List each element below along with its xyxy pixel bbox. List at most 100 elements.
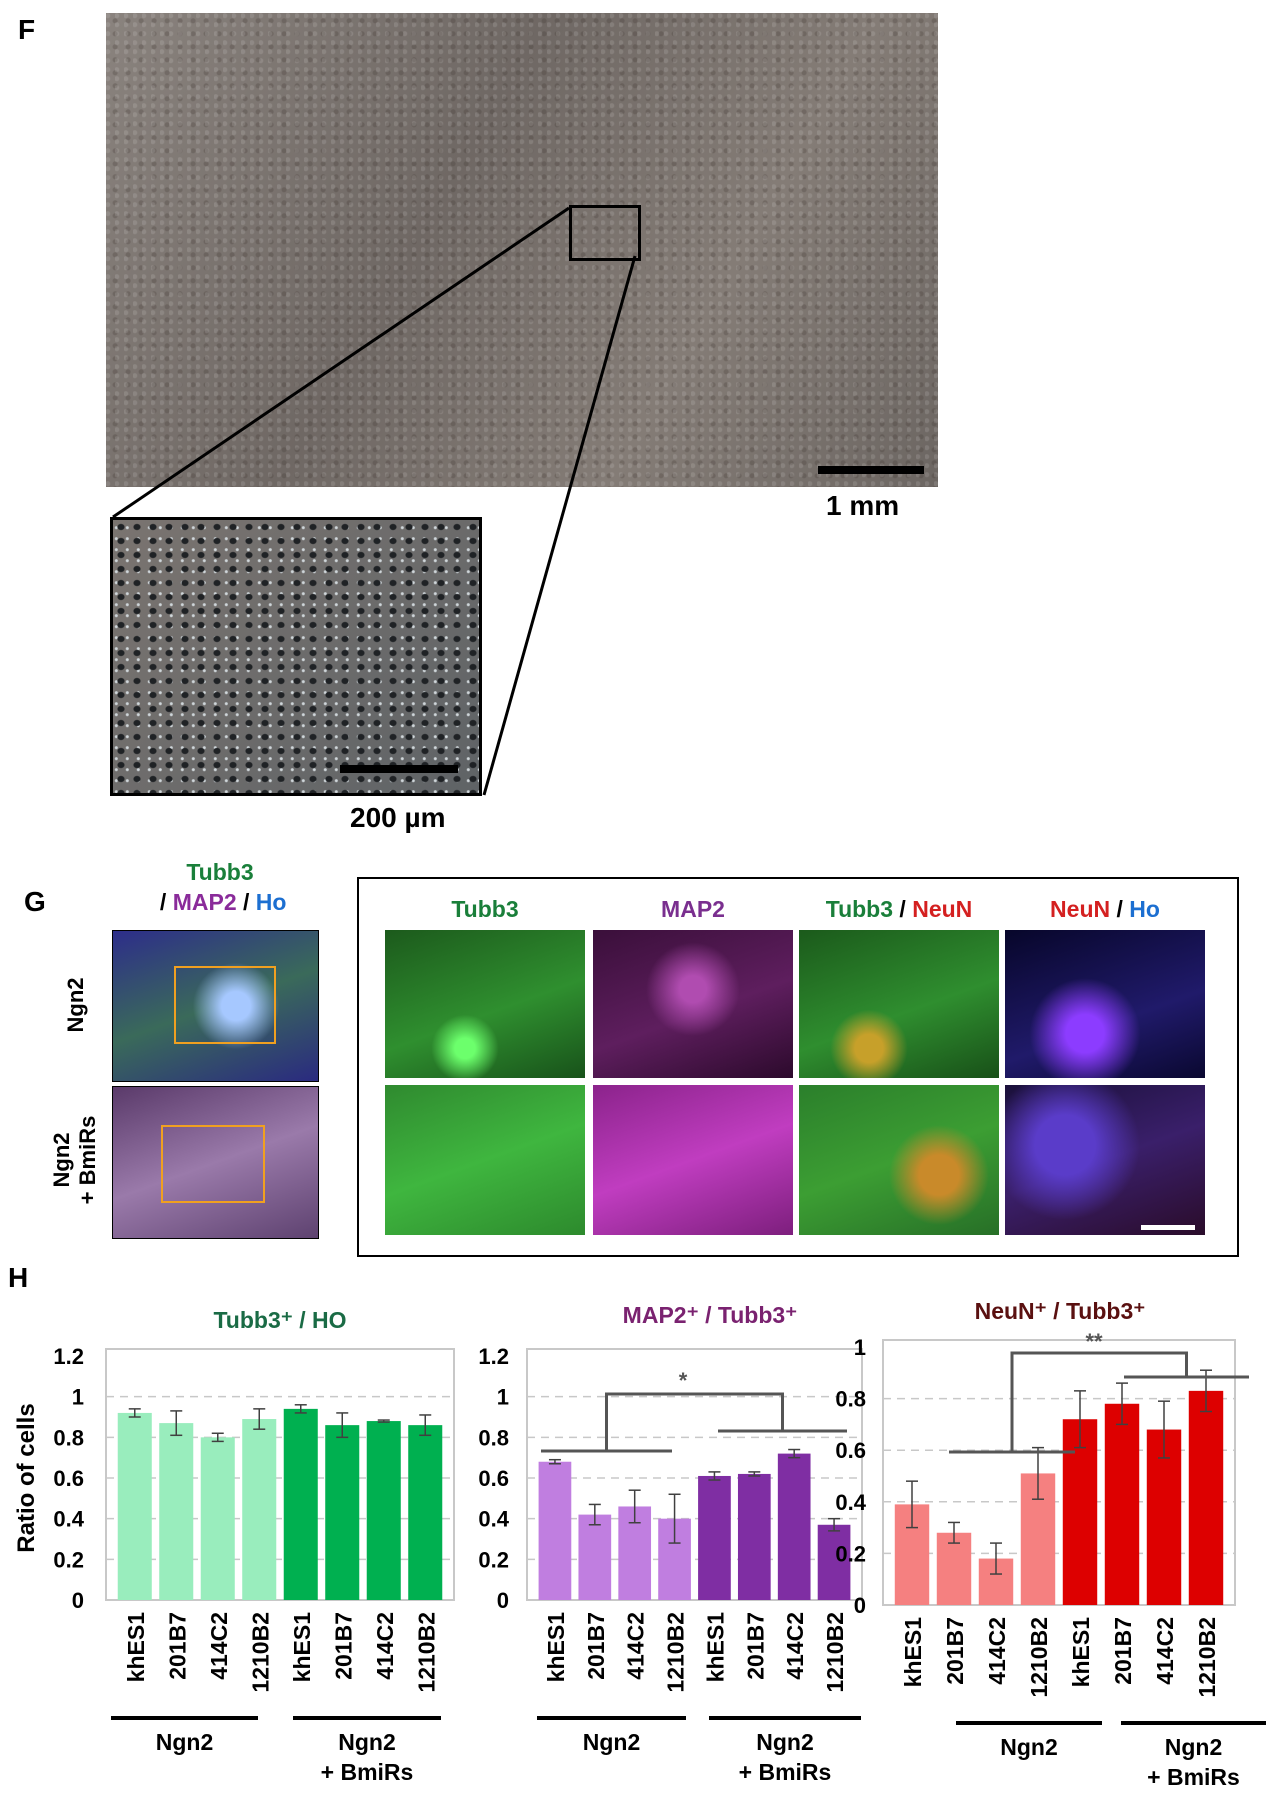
y-tick-label: 0.8 (53, 1425, 84, 1450)
plot-frame (105, 1348, 455, 1601)
bar (325, 1425, 360, 1600)
zoom-connector-lines (112, 206, 637, 796)
group-label: Ngn2 (583, 1729, 641, 1755)
col-header-tubb3: Tubb3 (451, 896, 519, 922)
bmirs-neun-ho-image (1005, 1085, 1205, 1235)
ngn2-neun-ho-image (1005, 930, 1205, 1078)
x-tick-label: 414C2 (984, 1617, 1010, 1685)
y-tick-label: 0.4 (53, 1507, 84, 1532)
significance-label: ** (1085, 1329, 1103, 1354)
bar (283, 1408, 318, 1600)
group-label: Ngn2 (1000, 1734, 1058, 1760)
sig-bracket (605, 1392, 784, 1451)
x-tick-label: 201B7 (742, 1612, 768, 1680)
bar (1062, 1419, 1098, 1605)
x-tick-label: 1210B2 (247, 1612, 273, 1693)
scale-label-main: 1 mm (826, 490, 900, 521)
bmirs-map2-image (593, 1085, 793, 1235)
x-tick-label: 1210B2 (413, 1612, 439, 1693)
ngn2-map2-image (593, 930, 793, 1078)
y-tick-label: 0.2 (53, 1547, 84, 1572)
bmirs-tubb3-neun-image (799, 1085, 999, 1235)
bar (1188, 1390, 1224, 1605)
x-tick-label: 201B7 (330, 1612, 356, 1680)
scale-bar-main (818, 466, 924, 474)
group-label: Ngn2 (756, 1729, 814, 1755)
chart-1: Tubb3⁺ / HO 0 0.2 0.4 0.6 0.8 1 1.2 Ratio of cel… (13, 1307, 455, 1785)
chart-title: NeuN⁺ / Tubb3⁺ (975, 1298, 1146, 1324)
legend-sep-2: / (236, 889, 256, 915)
x-tick-label: khES1 (1068, 1617, 1094, 1688)
y-tick-label: 0.4 (478, 1507, 509, 1532)
y-tick-label: 0 (854, 1593, 866, 1618)
bar (737, 1473, 771, 1600)
y-tick-label: 0.4 (835, 1490, 866, 1515)
bar (117, 1412, 152, 1600)
x-tick-label: 201B7 (164, 1612, 190, 1680)
y-tick-label: 1.2 (53, 1344, 84, 1369)
col-header-tubb3-neun: Tubb3 / NeuN (825, 896, 973, 922)
x-tick-label: 414C2 (372, 1612, 398, 1680)
y-tick-label: 1 (854, 1335, 866, 1360)
panel-h-label: H (8, 1262, 29, 1293)
scale-label-inset: 200 µm (350, 802, 446, 833)
fluorescence-panel-frame (357, 877, 1239, 1257)
x-tick-label: 201B7 (1110, 1617, 1136, 1685)
zoom-region-box (569, 205, 641, 261)
brightfield-inset-image (110, 517, 482, 796)
sig-bracket (1010, 1351, 1188, 1452)
y-tick-label: 0 (72, 1588, 84, 1613)
bar (408, 1425, 443, 1600)
ngn2-bmirs-overview-image (112, 1086, 319, 1239)
y-tick-label: 0 (497, 1588, 509, 1613)
roi-box-ngn2 (174, 966, 276, 1044)
ngn2-tubb3-neun-image (799, 930, 999, 1078)
bar (777, 1453, 811, 1600)
x-tick-label: khES1 (123, 1612, 149, 1683)
roi-box-ngn2-bmirs (161, 1125, 265, 1203)
bar (698, 1475, 731, 1600)
x-tick-label: khES1 (702, 1612, 728, 1683)
bar (538, 1461, 572, 1600)
col-header-neun-ho: NeuN / Ho (1050, 896, 1160, 922)
bar (817, 1524, 851, 1600)
bar (159, 1423, 194, 1600)
x-tick-label: 1210B2 (822, 1612, 848, 1693)
y-tick-label: 0.2 (478, 1547, 509, 1572)
fluorescence-scale-bar (1141, 1225, 1195, 1230)
group-label: + BmiRs (1147, 1764, 1240, 1790)
x-tick-label: 201B7 (942, 1617, 968, 1685)
bar (1104, 1403, 1140, 1605)
group-label: + BmiRs (739, 1759, 832, 1785)
y-axis-label: Ratio of cells (13, 1403, 40, 1552)
bmirs-tubb3-image (385, 1085, 585, 1235)
x-tick-label: khES1 (543, 1612, 569, 1683)
panel-g-stain-legend: Tubb3 / MAP2 / Ho (110, 857, 330, 917)
ngn2-tubb3-image (385, 930, 585, 1078)
panel-f-label: F (18, 14, 36, 45)
plot-frame (526, 1348, 863, 1601)
scale-bar-inset (340, 765, 458, 773)
chart-2: MAP2⁺ / Tubb3⁺ 0 0.2 0.4 0.6 0.8 1 1.2 khES1 201B… (478, 1302, 863, 1785)
x-tick-label: 201B7 (583, 1612, 609, 1680)
x-tick-label: 414C2 (782, 1612, 808, 1680)
chart-3: NeuN⁺ / Tubb3⁺ 0 0.2 0.4 0.6 0.8 1 khES1 201B7 41… (835, 1298, 1266, 1790)
panel-g-label: G (24, 886, 46, 917)
x-tick-label: 1210B2 (1026, 1617, 1052, 1698)
group-label: + BmiRs (321, 1759, 414, 1785)
x-tick-label: khES1 (900, 1617, 926, 1688)
bar (366, 1421, 401, 1600)
chart-title: MAP2⁺ / Tubb3⁺ (623, 1302, 798, 1328)
x-tick-label: khES1 (289, 1612, 315, 1683)
group-label: Ngn2 (156, 1729, 214, 1755)
x-tick-label: 414C2 (1152, 1617, 1178, 1685)
y-tick-label: 1.2 (478, 1344, 509, 1369)
y-tick-label: 1 (72, 1385, 84, 1410)
ngn2-overview-image (112, 930, 319, 1082)
y-tick-label: 0.6 (478, 1466, 509, 1491)
legend-map2: MAP2 (172, 889, 237, 915)
bar (578, 1514, 612, 1600)
y-tick-label: 0.2 (835, 1541, 866, 1566)
y-tick-label: 0.8 (478, 1425, 509, 1450)
